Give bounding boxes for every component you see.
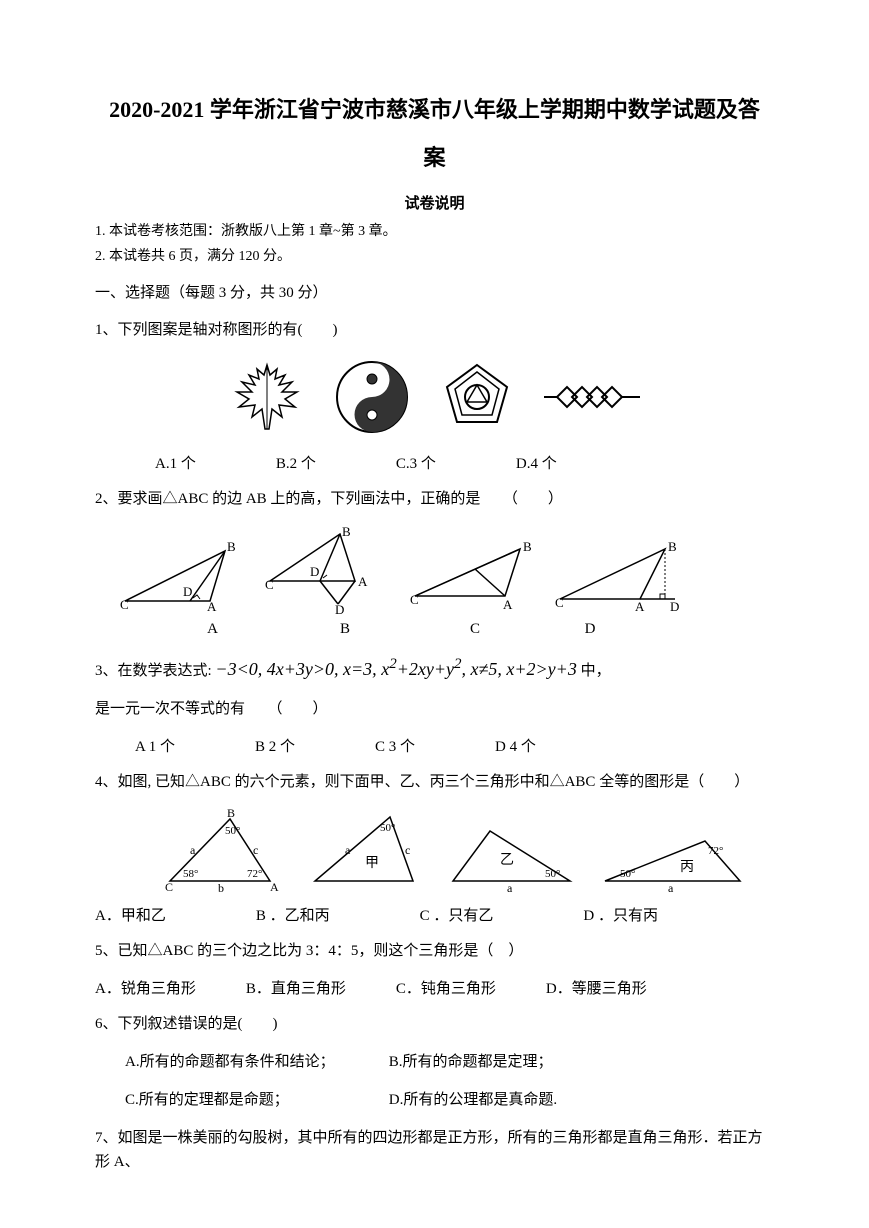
q6-text: 6、下列叙述错误的是( ) xyxy=(95,1012,774,1036)
q5-opt-c: C．钝角三角形 xyxy=(396,977,496,998)
q1-opt-b: B.2 个 xyxy=(276,452,316,473)
svg-text:a: a xyxy=(345,843,351,857)
svg-text:72°: 72° xyxy=(247,868,262,880)
q5-opt-d: D．等腰三角形 xyxy=(546,977,647,998)
q5-text: 5、已知△ABC 的三个边之比为 3：4：5，则这个三角形是（ ） xyxy=(95,939,774,963)
q4-opt-d: D ．只有丙 xyxy=(583,904,658,925)
q2-label-c: C xyxy=(410,621,540,638)
triangle-bing-icon: a 50° 72° 丙 xyxy=(600,829,750,894)
svg-text:C: C xyxy=(555,595,564,610)
q3-text: 3、在数学表达式: −3<0, 4x+3y>0, x=3, x2+2xy+y2,… xyxy=(95,652,774,684)
svg-text:72°: 72° xyxy=(708,845,723,857)
q2-label-a: A xyxy=(145,621,280,638)
q2-text: 2、要求画△ABC 的边 AB 上的高，下列画法中，正确的是 （ ） xyxy=(95,487,774,511)
q1-options: A.1 个 B.2 个 C.3 个 D.4 个 xyxy=(95,452,774,473)
svg-text:C: C xyxy=(265,577,274,592)
q6-opt-c: C.所有的定理都是命题； xyxy=(125,1088,385,1112)
svg-text:丙: 丙 xyxy=(680,860,694,875)
triangle-d-icon: C A B D xyxy=(550,541,690,616)
q6-opt-a: A.所有的命题都有条件和结论； xyxy=(125,1050,385,1074)
triangle-b-icon: C A B D D xyxy=(260,526,390,616)
q3-opt-c: C 3 个 xyxy=(375,735,415,756)
svg-text:甲: 甲 xyxy=(365,856,379,871)
q2-labels: A B C D xyxy=(95,621,774,638)
q3-line2: 是一元一次不等式的有 （ ） xyxy=(95,697,774,721)
yinyang-icon xyxy=(332,357,412,437)
svg-text:A: A xyxy=(207,599,217,614)
q1-opt-d: D.4 个 xyxy=(516,452,557,473)
svg-text:50°: 50° xyxy=(620,868,635,880)
svg-text:A: A xyxy=(270,880,279,894)
svg-text:D: D xyxy=(670,599,679,614)
instruction-2: 2. 本试卷共 6 页，满分 120 分。 xyxy=(95,246,774,267)
svg-text:C: C xyxy=(410,592,419,607)
q5-options: A．锐角三角形 B．直角三角形 C．钝角三角形 D．等腰三角形 xyxy=(95,977,774,998)
svg-text:B: B xyxy=(668,541,677,554)
q1-text: 1、下列图案是轴对称图形的有( ) xyxy=(95,318,774,342)
svg-text:b: b xyxy=(218,881,224,894)
subtitle: 试卷说明 xyxy=(95,192,774,213)
svg-text:C: C xyxy=(120,597,129,612)
svg-text:50°: 50° xyxy=(380,822,395,834)
instruction-1: 1. 本试卷考核范围：浙教版八上第 1 章~第 3 章。 xyxy=(95,221,774,242)
page-title-cont: 案 xyxy=(95,140,774,172)
q2-figures: C A B D C A B D D C A B C A B D xyxy=(95,526,774,616)
svg-text:c: c xyxy=(405,843,410,857)
q4-figures: C A B a c b 50° 58° 72° a c 50° 甲 a 50° … xyxy=(95,809,774,894)
q3-opt-d: D 4 个 xyxy=(495,735,536,756)
svg-text:B: B xyxy=(342,526,351,539)
q3-opt-b: B 2 个 xyxy=(255,735,295,756)
q4-opt-a: A．甲和乙 xyxy=(95,904,166,925)
svg-text:50°: 50° xyxy=(545,868,560,880)
q6-opt-d: D.所有的公理都是真命题. xyxy=(389,1092,557,1108)
triangle-abc-icon: C A B a c b 50° 58° 72° xyxy=(155,809,285,894)
pentagon-icon xyxy=(437,357,517,437)
svg-text:a: a xyxy=(668,881,674,894)
svg-text:乙: 乙 xyxy=(500,852,514,868)
q5-opt-b: B．直角三角形 xyxy=(246,977,346,998)
svg-text:B: B xyxy=(227,809,235,820)
diamond-chain-icon xyxy=(542,372,642,422)
svg-text:B: B xyxy=(523,541,532,554)
svg-text:A: A xyxy=(358,574,368,589)
q1-opt-c: C.3 个 xyxy=(396,452,436,473)
triangle-yi-icon: a 50° 乙 xyxy=(445,819,580,894)
q6-row2: C.所有的定理都是命题； D.所有的公理都是真命题. xyxy=(95,1088,774,1112)
q6-opt-b: B.所有的命题都是定理； xyxy=(389,1054,553,1070)
triangle-jia-icon: a c 50° 甲 xyxy=(305,809,425,894)
q1-figures xyxy=(95,357,774,437)
svg-text:50°: 50° xyxy=(225,825,240,837)
svg-text:58°: 58° xyxy=(183,868,198,880)
svg-text:D: D xyxy=(335,602,344,616)
section-header: 一、选择题（每题 3 分，共 30 分） xyxy=(95,281,774,302)
svg-text:a: a xyxy=(190,843,196,857)
q3-options: A 1 个 B 2 个 C 3 个 D 4 个 xyxy=(95,735,774,756)
svg-text:a: a xyxy=(507,881,513,894)
q3-expression: −3<0, 4x+3y>0, x=3, x2+2xy+y2, x≠5, x+2>… xyxy=(215,659,576,679)
q4-options: A．甲和乙 B ．乙和丙 C ．只有乙 D ．只有丙 xyxy=(95,904,774,925)
triangle-c-icon: C A B xyxy=(405,541,535,616)
svg-text:B: B xyxy=(227,541,236,554)
svg-text:D: D xyxy=(183,584,192,599)
page-title: 2020-2021 学年浙江省宁波市慈溪市八年级上学期期中数学试题及答 xyxy=(95,90,774,130)
maple-leaf-icon xyxy=(227,357,307,437)
q2-label-b: B xyxy=(280,621,410,638)
q7-text: 7、如图是一株美丽的勾股树，其中所有的四边形都是正方形，所有的三角形都是直角三角… xyxy=(95,1126,774,1174)
svg-text:c: c xyxy=(253,843,258,857)
q4-opt-b: B ．乙和丙 xyxy=(256,904,330,925)
q5-opt-a: A．锐角三角形 xyxy=(95,977,196,998)
svg-text:C: C xyxy=(165,880,173,894)
q3-prefix: 3、在数学表达式: xyxy=(95,663,215,679)
triangle-a-icon: C A B D xyxy=(115,541,245,616)
q1-opt-a: A.1 个 xyxy=(155,452,196,473)
svg-text:D: D xyxy=(310,564,319,579)
q4-text: 4、如图, 已知△ABC 的六个元素，则下面甲、乙、丙三个三角形中和△ABC 全… xyxy=(95,770,774,794)
q6-row1: A.所有的命题都有条件和结论； B.所有的命题都是定理； xyxy=(95,1050,774,1074)
q3-opt-a: A 1 个 xyxy=(135,735,175,756)
q3-suffix: 中， xyxy=(581,663,611,679)
svg-text:A: A xyxy=(635,599,645,614)
svg-text:A: A xyxy=(503,597,513,612)
q2-label-d: D xyxy=(540,621,640,638)
q4-opt-c: C ．只有乙 xyxy=(420,904,494,925)
